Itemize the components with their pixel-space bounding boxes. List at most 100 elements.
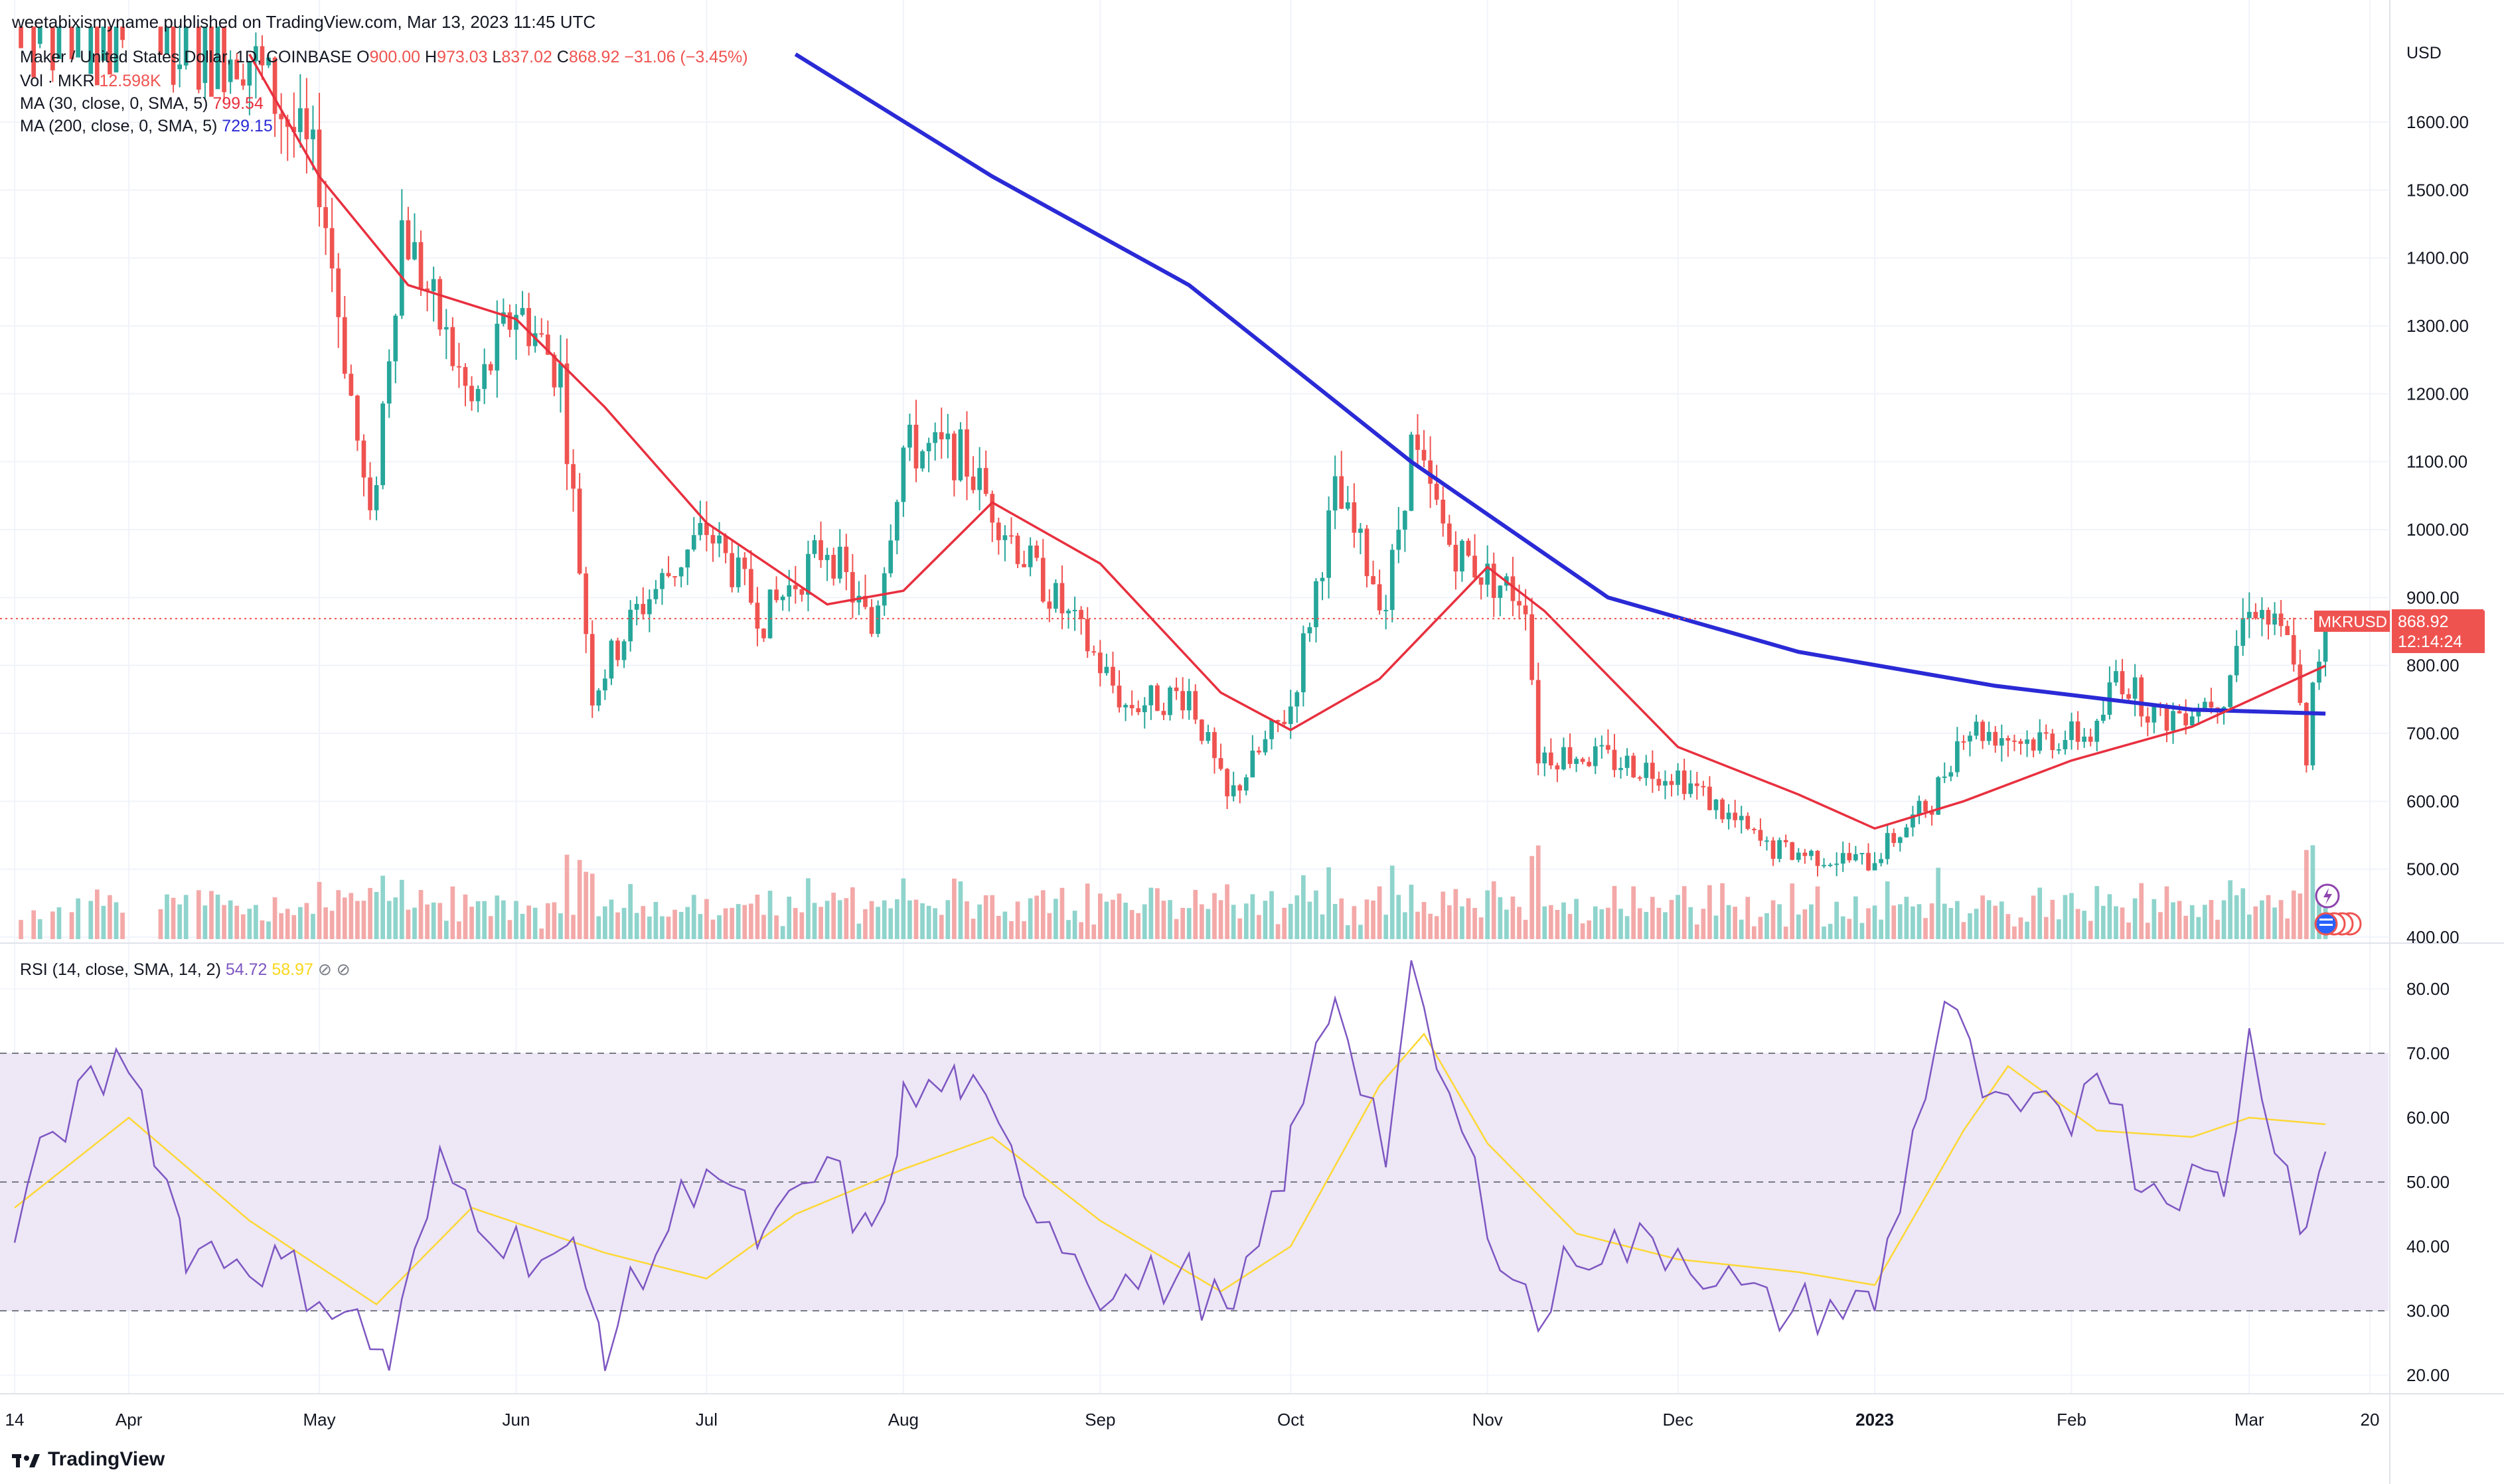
candle-body xyxy=(1079,609,1083,619)
volume-bar xyxy=(894,899,900,939)
volume-bar xyxy=(177,904,182,939)
volume-bar xyxy=(1548,905,1553,939)
candle-body xyxy=(1606,745,1610,750)
candle-body xyxy=(767,589,773,638)
candle-body xyxy=(317,129,322,208)
flag-stripe xyxy=(2319,919,2333,921)
volume-bar xyxy=(850,887,855,939)
volume-bar xyxy=(380,875,386,939)
candle-body xyxy=(1936,777,1941,815)
volume-bar xyxy=(1485,890,1490,939)
volume-bar xyxy=(50,911,55,939)
tradingview-logo[interactable]: TradingView xyxy=(12,1448,165,1471)
volume-bar xyxy=(1961,922,1966,939)
volume-bar xyxy=(571,915,576,939)
volume-bar xyxy=(1371,900,1375,939)
volume-bar xyxy=(108,895,112,939)
volume-bar xyxy=(882,900,887,939)
rsi-axis[interactable]: 80.00 70.00 60.00 50.00 40.00 30.00 20.00 xyxy=(2406,979,2450,1385)
price-axis[interactable]: 1600.00 1500.00 1400.00 1300.00 1200.00 1100.… xyxy=(2406,112,2469,947)
volume-bar xyxy=(1034,895,1040,939)
volume-bar xyxy=(1682,886,1687,939)
time-axis[interactable]: 14 Apr May Jun Jul Aug Sep Oct Nov Dec 2023 Feb Mar 2… xyxy=(5,1410,2380,1430)
candle-body xyxy=(1415,434,1420,450)
hide-icon-2[interactable]: ⊘ xyxy=(336,960,351,979)
volume-bar xyxy=(1040,890,1046,939)
candle-body xyxy=(584,573,589,634)
volume-bar xyxy=(1314,890,1318,939)
volume-bar xyxy=(418,889,424,939)
rsi-tick-label: 40.00 xyxy=(2406,1236,2450,1256)
candle-body xyxy=(1186,691,1192,711)
volume-bar xyxy=(2177,901,2182,939)
volume-legend[interactable]: Vol · MKR 12.598K xyxy=(20,72,161,91)
time-tick-label: Dec xyxy=(1662,1410,1693,1430)
candle-body xyxy=(1713,799,1719,810)
volume-bar xyxy=(641,906,646,939)
price-tick-label: 1400.00 xyxy=(2406,248,2469,268)
candle-body xyxy=(1752,828,1757,830)
candle-body xyxy=(1948,772,1954,777)
ma200-legend[interactable]: MA (200, close, 0, SMA, 5) 729.15 xyxy=(20,117,273,136)
volume-bar xyxy=(101,905,106,939)
volume-bar xyxy=(304,903,309,939)
lightning-icon-glyph xyxy=(2323,888,2332,905)
candle-body xyxy=(2177,711,2182,713)
volume-bar xyxy=(1809,904,1814,939)
volume-bar xyxy=(1186,908,1192,939)
candlesticks xyxy=(19,27,2328,877)
volume-bar xyxy=(1701,909,1706,939)
volume-bar xyxy=(2018,917,2023,939)
candle-body xyxy=(1250,751,1255,778)
volume-bar xyxy=(1142,904,1147,939)
candle-body xyxy=(742,557,747,569)
volume-bar xyxy=(1529,855,1534,939)
candle-body xyxy=(56,27,62,59)
volume-bar xyxy=(2310,845,2315,939)
ma30-legend[interactable]: MA (30, close, 0, SMA, 5) 799.54 xyxy=(20,94,264,113)
candle-body xyxy=(850,571,855,603)
candle-body xyxy=(1637,777,1642,779)
candle-body xyxy=(2037,732,2043,751)
candle-body xyxy=(1155,685,1160,711)
volume-bar xyxy=(1663,912,1668,939)
event-icons[interactable] xyxy=(2314,883,2362,936)
rsi-ma-value: 58.97 xyxy=(272,960,313,979)
candle-body xyxy=(1212,732,1217,759)
candle-body xyxy=(1529,614,1534,680)
candle-body xyxy=(2057,749,2061,751)
candle-body xyxy=(678,567,684,577)
volume-bar xyxy=(1993,905,1998,939)
candle-body xyxy=(1656,779,1662,786)
candle-body xyxy=(2234,646,2239,676)
volume-bar xyxy=(717,915,722,939)
volume-bar xyxy=(926,905,931,939)
symbol-legend[interactable]: Maker / United States Dollar, 1D, COINBA… xyxy=(20,48,748,67)
volume-bar xyxy=(1085,883,1090,939)
volume-bar xyxy=(952,878,957,939)
candle-body xyxy=(1180,691,1186,711)
hide-icon[interactable]: ⊘ xyxy=(317,960,332,979)
volume-bar xyxy=(1129,910,1135,939)
candle-body xyxy=(336,268,341,317)
price-tag-symbol-label: MKRUSD xyxy=(2318,613,2387,631)
volume-bar xyxy=(787,897,792,939)
candle-body xyxy=(532,333,538,346)
volume-bar xyxy=(1243,903,1249,939)
volume-bar xyxy=(1332,903,1338,939)
volume-bar xyxy=(323,907,328,939)
candle-body xyxy=(1377,584,1382,611)
rsi-tick-label: 20.00 xyxy=(2406,1365,2450,1385)
volume-bar xyxy=(1834,901,1839,939)
volume-bar xyxy=(1250,894,1255,939)
candle-body xyxy=(406,220,411,260)
volume-bar xyxy=(1409,884,1414,939)
candle-body xyxy=(2069,721,2074,740)
candle-body xyxy=(1980,721,1985,741)
rsi-legend[interactable]: RSI (14, close, SMA, 14, 2) 54.72 58.97 … xyxy=(20,960,351,980)
volume-bar xyxy=(2139,883,2144,939)
volume-value: 12.598K xyxy=(99,72,161,90)
ohlc-l-label: L xyxy=(492,48,502,66)
candle-body xyxy=(1498,585,1503,598)
